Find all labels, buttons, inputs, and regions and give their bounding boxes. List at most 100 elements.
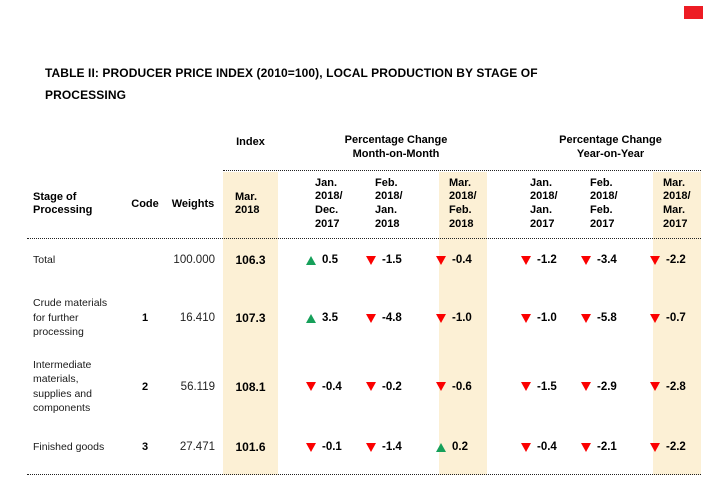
- change-direction-icon: [521, 442, 531, 452]
- change-direction-icon: [521, 382, 531, 391]
- red-rectangle-marker: [684, 6, 703, 19]
- stage-cell: Crude materials for further processing: [33, 297, 108, 339]
- change-direction-icon: [366, 255, 376, 265]
- index-cell: 107.3: [235, 311, 266, 325]
- col-header-index: Index: [236, 136, 265, 148]
- change-cell-mom-jan: 3.5: [305, 290, 365, 358]
- dotted-divider-bottom: [27, 474, 701, 475]
- col-header-mom-group: Percentage Change Month-on-Month: [344, 134, 448, 160]
- change-direction-icon: [306, 382, 316, 391]
- change-value: 0.5: [322, 254, 338, 266]
- change-cell-mom-jan: 0.5: [305, 238, 365, 290]
- change-value: -4.8: [382, 312, 402, 324]
- change-cell-mom-feb: -0.2: [365, 358, 427, 431]
- change-cell-mom-mar: -0.6: [435, 358, 487, 431]
- change-value: -0.2: [382, 380, 402, 393]
- change-cell-yoy-mar: -2.2: [649, 431, 701, 475]
- change-value: -0.4: [452, 254, 472, 266]
- change-direction-icon: [306, 313, 316, 323]
- change-direction-icon: [650, 255, 660, 265]
- col-header-mom-feb: Feb. 2018/ Jan. 2018: [375, 176, 403, 230]
- change-value: -0.4: [322, 380, 342, 393]
- dotted-divider-header: [27, 238, 701, 239]
- change-cell-mom-mar: -0.4: [435, 238, 487, 290]
- col-header-index-period: Mar. 2018: [235, 190, 260, 217]
- change-direction-icon: [581, 442, 591, 452]
- change-cell-mom-mar: -1.0: [435, 290, 487, 358]
- change-value: -5.8: [597, 312, 617, 324]
- code-cell: 1: [141, 312, 149, 324]
- change-direction-icon: [366, 442, 376, 452]
- change-direction-icon: [366, 382, 376, 391]
- change-value: -1.5: [537, 380, 557, 393]
- change-direction-icon: [366, 313, 376, 323]
- col-header-weights: Weights: [171, 198, 215, 210]
- change-cell-yoy-jan: -1.2: [520, 238, 580, 290]
- change-direction-icon: [436, 255, 446, 265]
- ppi-table: Index Percentage Change Month-on-Month P…: [27, 130, 701, 475]
- change-cell-yoy-feb: -2.9: [580, 358, 645, 431]
- change-value: -1.5: [382, 254, 402, 266]
- change-direction-icon: [306, 442, 316, 452]
- col-header-mom-jan: Jan. 2018/ Dec. 2017: [315, 176, 343, 230]
- change-direction-icon: [581, 313, 591, 323]
- change-value: -2.2: [666, 441, 686, 453]
- change-cell-yoy-jan: -1.0: [520, 290, 580, 358]
- change-value: -3.4: [597, 254, 617, 266]
- col-header-yoy-feb: Feb. 2018/ Feb. 2017: [590, 176, 618, 230]
- change-direction-icon: [581, 255, 591, 265]
- change-value: -2.1: [597, 441, 617, 453]
- change-value: 0.2: [452, 441, 468, 453]
- change-cell-mom-feb: -4.8: [365, 290, 427, 358]
- highlight-column-mom-mar: [439, 172, 487, 475]
- change-cell-mom-feb: -1.4: [365, 431, 427, 475]
- col-header-stage: Stage of Processing: [33, 190, 93, 217]
- change-value: -2.8: [666, 380, 686, 393]
- weights-cell: 16.410: [179, 312, 215, 324]
- change-value: -0.4: [537, 441, 557, 453]
- index-cell: 101.6: [235, 440, 266, 454]
- col-header-mom-mar: Mar. 2018/ Feb. 2018: [449, 176, 477, 230]
- change-value: -2.9: [597, 380, 617, 393]
- change-value: -1.4: [382, 441, 402, 453]
- change-value: -1.2: [537, 254, 557, 266]
- code-cell: 3: [141, 441, 149, 453]
- change-value: -2.2: [666, 254, 686, 266]
- change-cell-yoy-jan: -0.4: [520, 431, 580, 475]
- change-direction-icon: [581, 382, 591, 391]
- col-header-yoy-group: Percentage Change Year-on-Year: [559, 134, 662, 160]
- highlight-column-yoy-mar: [653, 172, 701, 475]
- change-direction-icon: [650, 313, 660, 323]
- change-value: -1.0: [537, 312, 557, 324]
- stage-cell: Intermediate materials, supplies and com…: [33, 358, 92, 415]
- change-value: -0.1: [322, 441, 342, 453]
- change-direction-icon: [436, 382, 446, 391]
- stage-cell: Finished goods: [33, 440, 105, 453]
- change-direction-icon: [521, 255, 531, 265]
- change-direction-icon: [436, 313, 446, 323]
- change-cell-yoy-feb: -5.8: [580, 290, 645, 358]
- table-grid: Index Percentage Change Month-on-Month P…: [27, 130, 701, 475]
- change-value: -1.0: [452, 312, 472, 324]
- change-cell-yoy-feb: -2.1: [580, 431, 645, 475]
- change-direction-icon: [650, 382, 660, 391]
- index-cell: 108.1: [235, 379, 266, 394]
- change-value: -0.6: [452, 380, 472, 393]
- change-direction-icon: [650, 442, 660, 452]
- change-cell-yoy-mar: -2.8: [649, 358, 701, 431]
- col-header-code: Code: [131, 198, 159, 210]
- weights-cell: 27.471: [179, 441, 215, 453]
- stage-cell: Total: [33, 253, 56, 266]
- index-cell: 106.3: [235, 253, 266, 267]
- change-direction-icon: [436, 442, 446, 452]
- weights-cell: 56.119: [180, 380, 215, 393]
- change-value: -0.7: [666, 312, 686, 324]
- change-direction-icon: [521, 313, 531, 323]
- weights-cell: 100.000: [173, 254, 215, 266]
- change-cell-yoy-mar: -0.7: [649, 290, 701, 358]
- code-cell: 2: [141, 380, 149, 393]
- page-title: TABLE II: PRODUCER PRICE INDEX (2010=100…: [45, 66, 538, 102]
- change-cell-mom-mar: 0.2: [435, 431, 487, 475]
- dotted-divider-top: [223, 170, 701, 171]
